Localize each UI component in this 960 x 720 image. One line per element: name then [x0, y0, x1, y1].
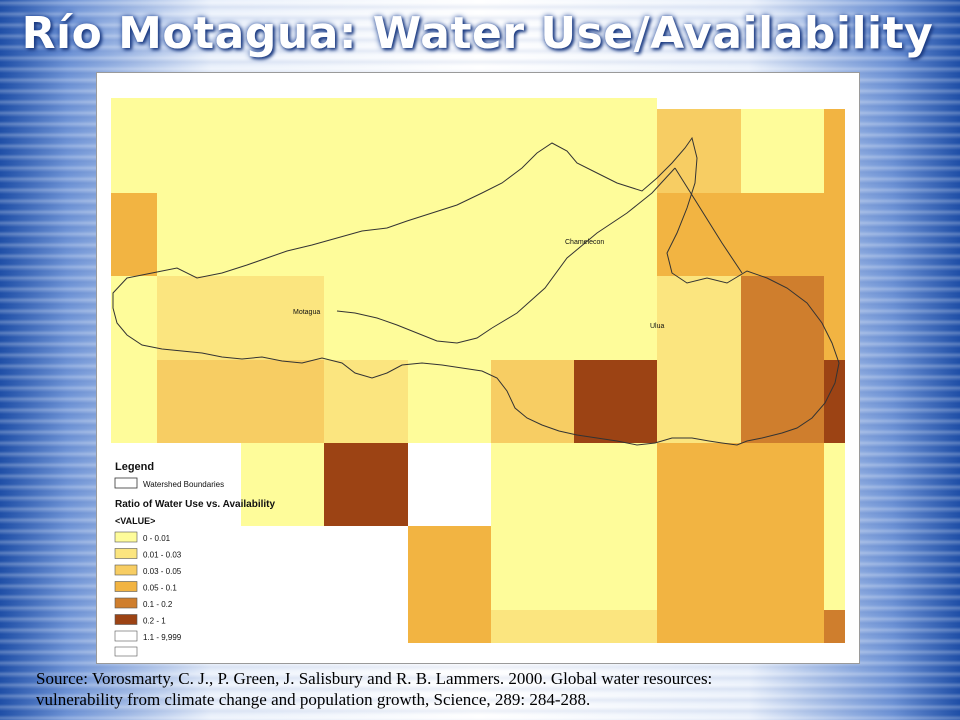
raster-cell	[741, 109, 824, 193]
raster-cell	[574, 443, 657, 526]
raster-cell	[574, 109, 657, 193]
river-label-ulua: Ulua	[650, 323, 665, 330]
raster-cell	[324, 443, 408, 526]
raster-cell	[111, 98, 574, 109]
raster-cell	[408, 610, 491, 643]
raster-cell	[408, 360, 491, 443]
legend-class-label: 0.05 - 0.1	[143, 584, 177, 593]
legend-swatch	[114, 564, 138, 576]
watershed-divider-1	[491, 167, 676, 329]
legend-swatch	[114, 597, 138, 609]
raster-cell	[111, 109, 157, 193]
raster-cell	[241, 360, 324, 443]
raster-cell	[324, 193, 408, 276]
river-label-motagua: Motagua	[293, 309, 320, 316]
river-label-chamelecon: Chamelecon	[565, 239, 604, 246]
watershed-boundary	[112, 136, 840, 446]
raster-cell	[657, 276, 741, 360]
raster-cell	[741, 443, 824, 526]
legend-value-label: <VALUE>	[115, 516, 155, 526]
legend-ratio-title: Ratio of Water Use vs. Availability	[115, 499, 275, 510]
raster-cell	[157, 109, 241, 193]
map-panel: Motagua Chamelecon Ulua Legend Watershed…	[96, 72, 860, 664]
raster-cell	[491, 276, 574, 360]
raster-cell	[157, 276, 241, 360]
raster-cell	[657, 360, 741, 443]
legend-boundary-swatch	[114, 477, 138, 489]
raster-cell	[657, 109, 741, 193]
raster-cell	[574, 98, 657, 109]
raster-cell	[741, 526, 824, 610]
raster-cell	[741, 276, 824, 360]
raster-cell	[491, 109, 574, 193]
raster-cell	[741, 360, 824, 443]
raster-cell	[241, 276, 324, 360]
raster-cell	[574, 526, 657, 610]
legend-swatch	[114, 614, 138, 625]
legend-class-label: 0.01 - 0.03	[143, 551, 182, 560]
raster-cell	[741, 610, 824, 643]
legend-swatch	[114, 630, 138, 642]
raster-cell	[824, 109, 845, 193]
raster-cell	[824, 193, 845, 276]
raster-cell	[491, 193, 574, 276]
raster-cell	[824, 610, 845, 643]
raster-cell	[824, 443, 845, 526]
raster-cell	[824, 360, 845, 443]
raster-cell	[408, 193, 491, 276]
legend-swatch	[114, 531, 138, 543]
watershed-divider-3	[674, 167, 743, 274]
legend-class-label: 0.2 - 1	[143, 617, 166, 626]
legend-boundary-label: Watershed Boundaries	[143, 480, 224, 489]
raster-cell	[491, 526, 574, 610]
raster-cell	[241, 443, 324, 526]
source-line-2: vulnerability from climate change and po…	[36, 690, 591, 709]
legend-swatch	[114, 581, 138, 592]
raster-cell	[574, 610, 657, 643]
raster-cell	[574, 193, 657, 276]
raster-cell	[824, 276, 845, 360]
raster-cell	[491, 360, 574, 443]
raster-cell	[491, 443, 574, 526]
raster-cell	[324, 360, 408, 443]
raster-cell	[824, 526, 845, 610]
raster-cell	[657, 443, 741, 526]
legend-class-label: 0 - 0.01	[143, 534, 171, 543]
raster-cell	[408, 109, 491, 193]
raster-cell	[408, 276, 491, 360]
legend-class-label: 0.1 - 0.2	[143, 600, 173, 609]
raster-grid	[111, 98, 845, 643]
legend-class-label: 1.1 - 9,999	[143, 633, 182, 642]
raster-cell	[574, 276, 657, 360]
raster-cell	[574, 360, 657, 443]
slide-title: Río Motagua: Water Use/Availability	[21, 8, 934, 59]
raster-cell	[157, 360, 241, 443]
raster-cell	[111, 193, 157, 276]
raster-cell	[491, 610, 574, 643]
source-line-1: Source: Vorosmarty, C. J., P. Green, J. …	[36, 669, 713, 688]
raster-cell	[657, 610, 741, 643]
raster-cell	[111, 276, 157, 360]
map-legend: Legend Watershed Boundaries Ratio of Wat…	[108, 443, 275, 658]
raster-cell	[157, 193, 241, 276]
legend-swatch	[114, 548, 138, 559]
legend-heading: Legend	[115, 461, 154, 473]
watershed-map: Motagua Chamelecon Ulua Legend Watershed…	[108, 98, 845, 658]
raster-cell	[241, 109, 324, 193]
source-citation: Source: Vorosmarty, C. J., P. Green, J. …	[36, 668, 936, 710]
raster-cell	[657, 526, 741, 610]
raster-cell	[741, 193, 824, 276]
raster-cell	[324, 276, 408, 360]
raster-cell	[408, 526, 491, 610]
watershed-divider-2	[336, 310, 493, 344]
raster-cell	[241, 193, 324, 276]
legend-class-label: 0.03 - 0.05	[143, 567, 182, 576]
legend-classes: 0 - 0.01 0.01 - 0.03 0.03 - 0.05 0.05 - 0.1…	[114, 531, 182, 657]
raster-cell	[324, 109, 408, 193]
legend-extra-swatch	[114, 646, 138, 657]
raster-cell	[111, 360, 157, 443]
